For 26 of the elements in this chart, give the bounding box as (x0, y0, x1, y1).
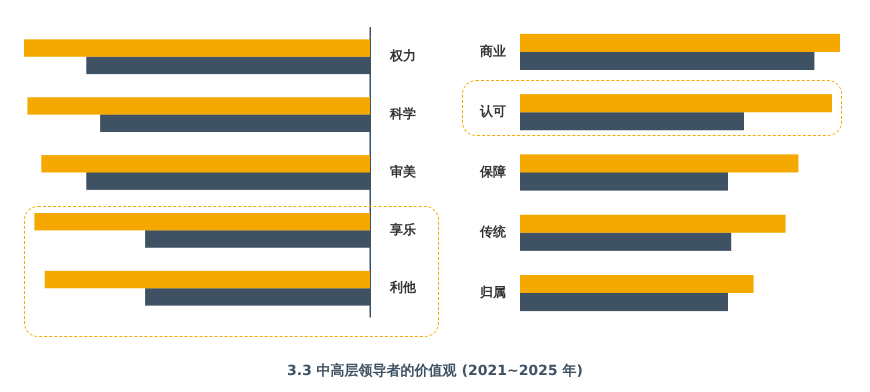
y-tick-label: 认可 (479, 104, 506, 120)
bar (520, 34, 840, 52)
y-tick-label: 传统 (479, 224, 507, 240)
y-tick-label: 科学 (389, 106, 416, 122)
y-tick-label: 权力 (389, 49, 416, 64)
bar (520, 172, 728, 191)
y-tick-label: 保障 (479, 164, 506, 180)
bar (520, 52, 814, 70)
y-tick-label: 利他 (389, 280, 417, 296)
bar (520, 214, 786, 233)
bar (520, 154, 798, 172)
y-tick-label: 归属 (479, 285, 506, 300)
y-tick-label: 商业 (479, 43, 506, 60)
bar (520, 274, 754, 294)
bar (520, 94, 832, 112)
bar (24, 39, 370, 57)
y-tick-label: 享乐 (389, 222, 416, 238)
bar (41, 155, 370, 172)
y-tick-label: 审美 (390, 164, 416, 180)
bar (27, 97, 370, 115)
bar (44, 270, 370, 288)
text: 3.3 中高层领导者的价值观 (2021~2025 年) (286, 362, 584, 380)
bar (520, 232, 732, 251)
bar (34, 213, 370, 230)
bar (520, 112, 744, 130)
bar (520, 293, 728, 312)
